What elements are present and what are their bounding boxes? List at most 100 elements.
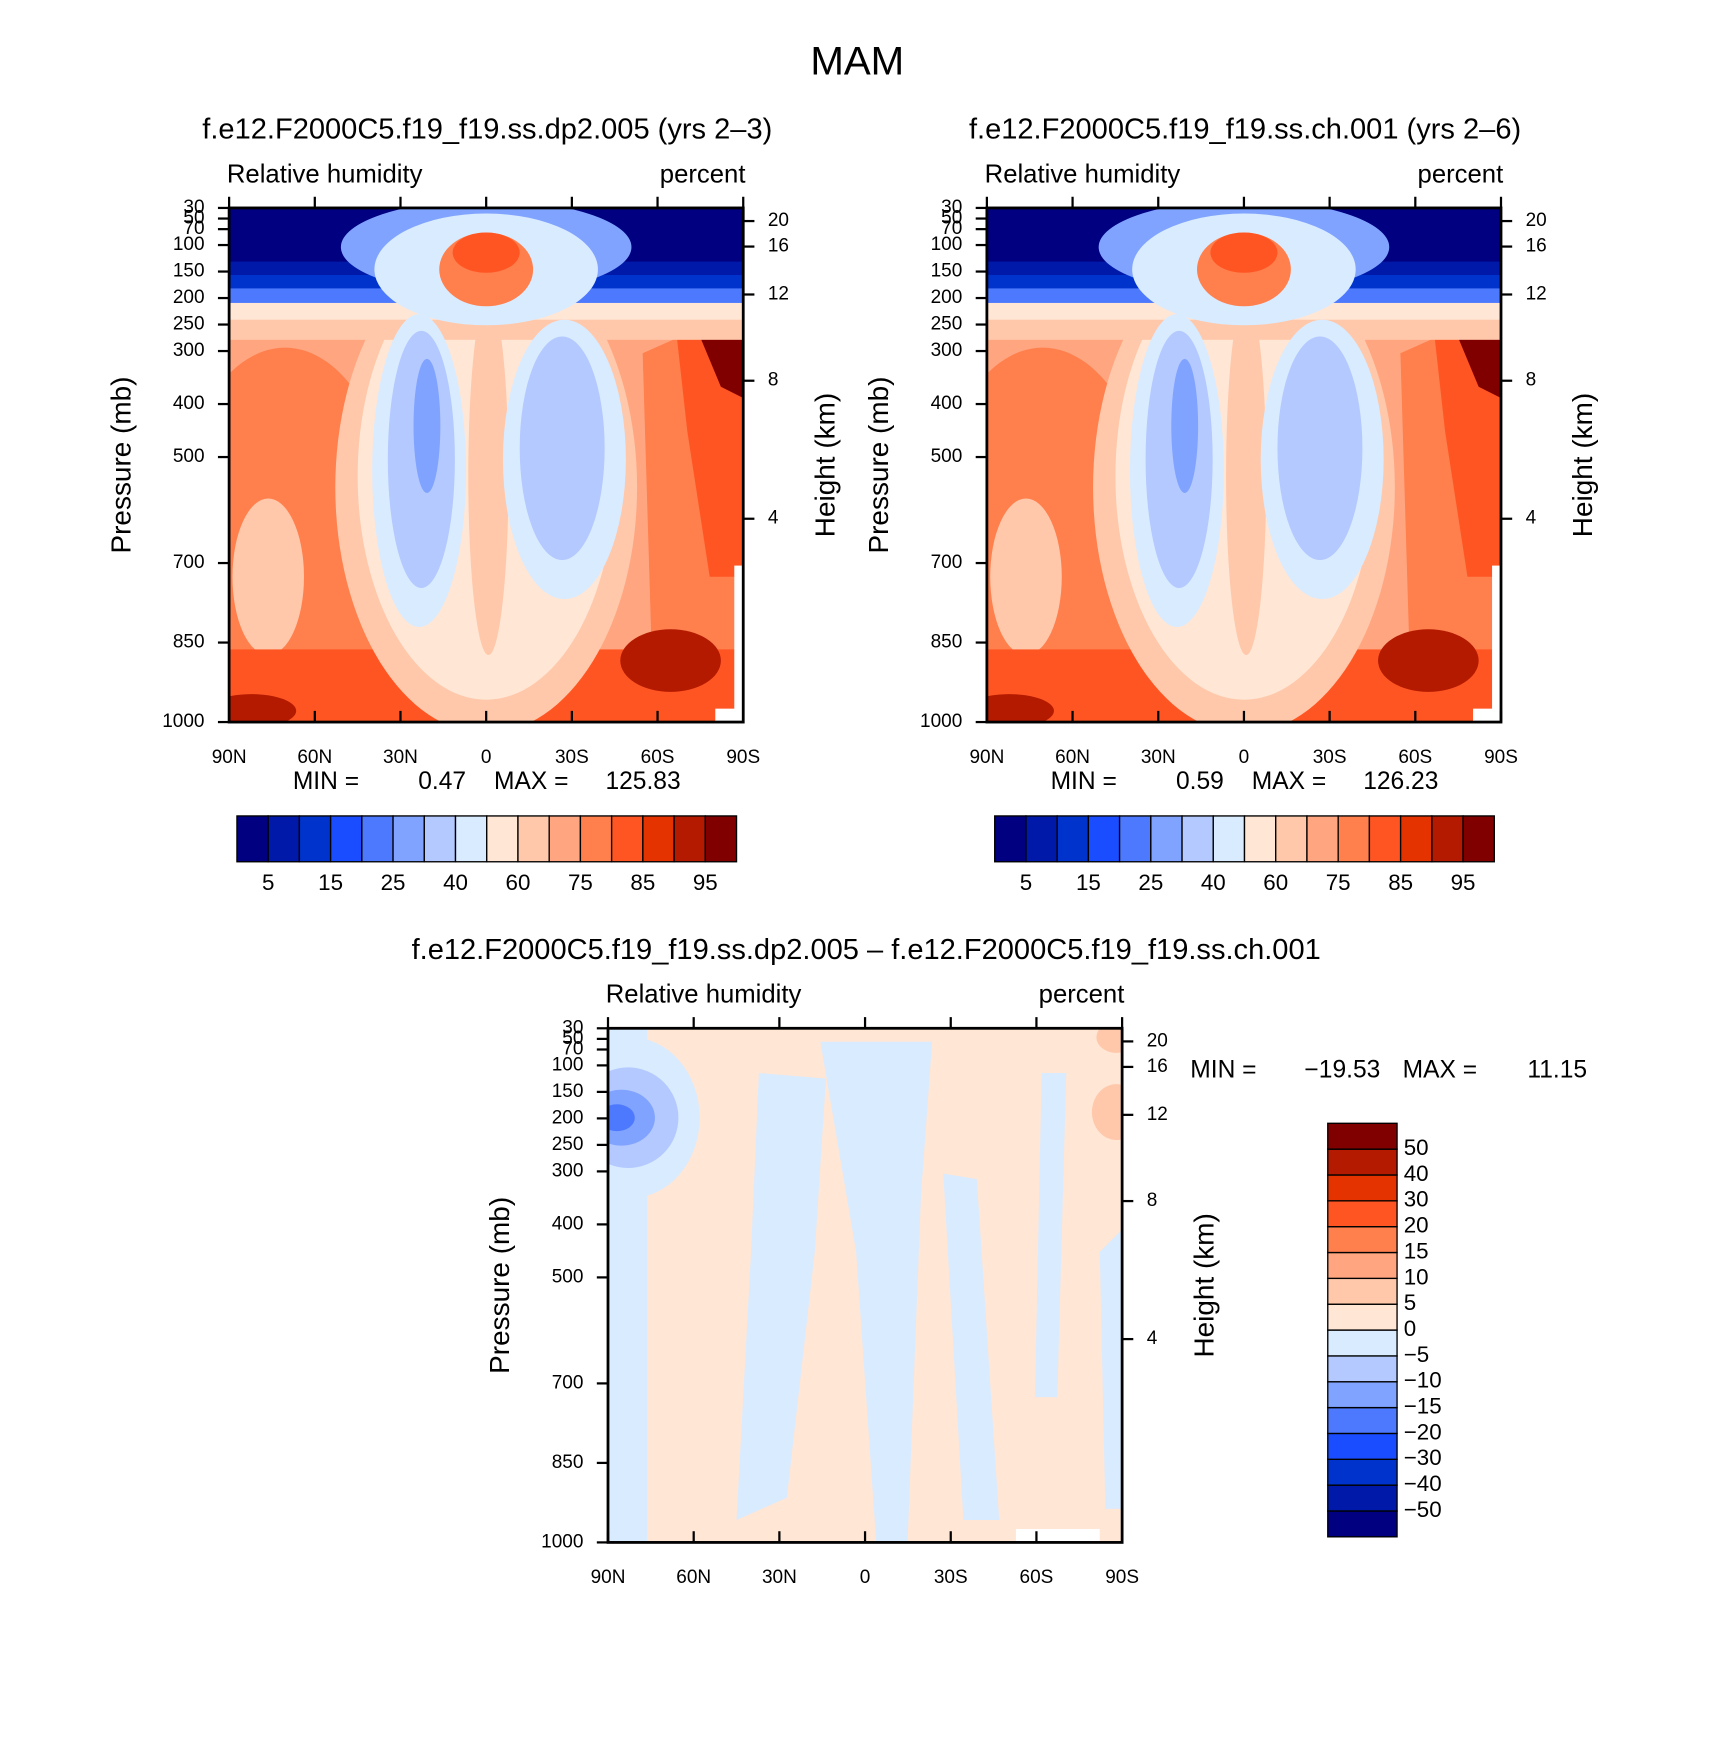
max-label: MAX = <box>1252 768 1326 795</box>
min: 0.47 <box>418 768 466 795</box>
contour-fill <box>608 1104 635 1132</box>
x-tick-label: 90S <box>726 747 760 768</box>
y-axis-label: Pressure (mb) <box>105 377 136 554</box>
y-tick-label: 1000 <box>920 711 962 732</box>
colorbar-box <box>517 815 550 863</box>
x-tick-label: 90S <box>1105 1567 1139 1588</box>
colorbar-box <box>642 815 675 863</box>
contour-fill <box>820 1041 933 1543</box>
colorbar-label: −50 <box>1404 1497 1442 1522</box>
contour-fill <box>232 498 304 655</box>
y2-tick-label: 16 <box>768 236 789 257</box>
y2-tick-label: 16 <box>1147 1056 1168 1077</box>
colorbar-box <box>1431 815 1464 863</box>
colorbar-label: 95 <box>1451 870 1476 895</box>
colorbar-label: −5 <box>1404 1342 1429 1367</box>
left-label: Relative humidity <box>985 160 1181 188</box>
colorbar-box <box>673 815 706 863</box>
colorbar-box <box>1327 1174 1398 1202</box>
x-tick-label: 90N <box>591 1567 626 1588</box>
max: 126.23 <box>1363 768 1438 795</box>
x-tick-label: 60N <box>297 747 332 768</box>
colorbar-box <box>236 815 269 863</box>
contour-fill <box>468 297 509 655</box>
contour-field <box>986 207 1501 723</box>
contour-fill <box>734 565 744 723</box>
colorbar-box <box>1327 1484 1398 1512</box>
colorbar-box <box>1327 1432 1398 1460</box>
x-tick-label: 0 <box>481 747 492 768</box>
y-tick-label: 50 <box>562 1028 583 1049</box>
y2-tick-label: 16 <box>1526 236 1547 257</box>
y-tick-label: 100 <box>552 1054 584 1075</box>
contour-fill <box>1226 297 1267 655</box>
x-tick-label: 60S <box>641 747 675 768</box>
colorbar-box <box>486 815 519 863</box>
y2-tick-label: 12 <box>1147 1104 1168 1125</box>
colorbar-box <box>1327 1226 1398 1254</box>
y-tick-label: 150 <box>931 261 963 282</box>
y2-tick-label: 4 <box>1526 508 1537 529</box>
colorbar-box <box>548 815 582 863</box>
y-tick-label: 50 <box>183 208 204 229</box>
y2-tick-label: 8 <box>768 370 779 391</box>
contour-fill <box>1277 336 1363 560</box>
colorbar-label: 40 <box>443 870 468 895</box>
y2-tick-label: 20 <box>1526 210 1547 231</box>
colorbar-box <box>1327 1458 1398 1486</box>
x-tick-label: 90N <box>212 747 247 768</box>
y-tick-label: 70 <box>941 218 962 239</box>
y-tick-label: 400 <box>552 1213 584 1234</box>
x-tick-label: 90S <box>1484 747 1518 768</box>
colorbar-label: −20 <box>1404 1419 1442 1444</box>
y2-axis-label: Height (km) <box>1567 393 1598 537</box>
right-label: percent <box>1418 160 1504 188</box>
colorbar-label: 5 <box>262 870 274 895</box>
contour-fill <box>1473 708 1501 723</box>
colorbar-box <box>1056 815 1090 863</box>
max: 125.83 <box>605 768 680 795</box>
contour-fill <box>1171 358 1199 493</box>
left-label: Relative humidity <box>227 160 423 188</box>
colorbar-box <box>267 815 301 863</box>
y2-tick-label: 12 <box>768 284 789 305</box>
colorbar-box <box>1327 1406 1398 1435</box>
contour-fill <box>620 629 721 692</box>
x-tick-label: 30N <box>1141 747 1176 768</box>
colorbar-box <box>1327 1510 1398 1538</box>
colorbar-box <box>392 815 425 863</box>
x-tick-label: 0 <box>1239 747 1250 768</box>
y-tick-label: 300 <box>173 340 205 361</box>
y2-tick-label: 12 <box>1526 284 1547 305</box>
y-tick-label: 500 <box>552 1266 584 1287</box>
y-tick-label: 400 <box>173 393 205 414</box>
y-tick-label: 100 <box>173 234 205 255</box>
contour-fill <box>1034 1073 1067 1398</box>
colorbar-box <box>1243 815 1277 863</box>
colorbar-label: 15 <box>1076 870 1101 895</box>
y2-axis-label: Height (km) <box>1188 1213 1219 1357</box>
contour-fill <box>1492 565 1501 723</box>
colorbar-label: 85 <box>630 870 655 895</box>
panel-title: f.e12.F2000C5.f19_f19.ss.ch.001 (yrs 2–6… <box>969 113 1521 145</box>
colorbar-box <box>1118 815 1152 863</box>
x-tick-label: 30S <box>934 1567 968 1588</box>
colorbar-label: 20 <box>1404 1213 1429 1238</box>
colorbar-box <box>361 815 394 863</box>
y-tick-label: 150 <box>173 261 205 282</box>
max-label: MAX = <box>494 768 568 795</box>
colorbar-label: 75 <box>568 870 593 895</box>
colorbar-box <box>1327 1303 1398 1331</box>
colorbar-box <box>1306 815 1339 863</box>
y2-axis-label: Height (km) <box>809 393 840 537</box>
colorbar-label: −10 <box>1404 1368 1442 1393</box>
y-tick-label: 50 <box>941 208 962 229</box>
colorbar-box <box>1337 815 1371 863</box>
y2-tick-label: 8 <box>1147 1190 1158 1211</box>
panel-title: f.e12.F2000C5.f19_f19.ss.dp2.005 – f.e12… <box>412 934 1321 966</box>
min-label: MIN = <box>1190 1056 1256 1083</box>
y-tick-label: 150 <box>552 1081 584 1102</box>
contour-field <box>608 1028 1123 1543</box>
x-tick-label: 30S <box>555 747 589 768</box>
